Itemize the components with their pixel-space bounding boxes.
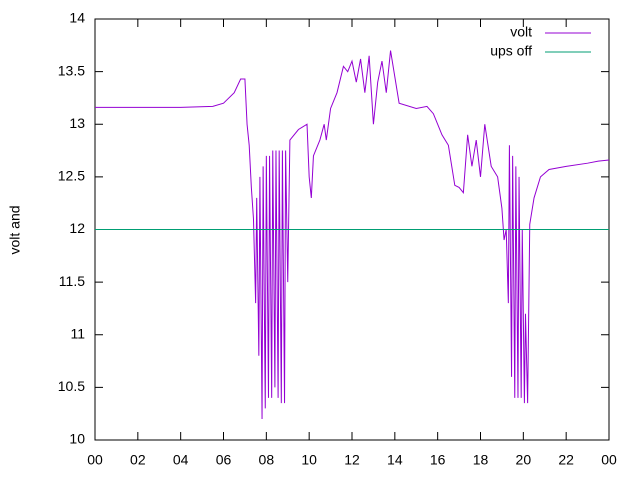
legend-label: volt xyxy=(510,24,532,40)
x-tick-label: 12 xyxy=(344,452,360,468)
y-tick-label: 12.5 xyxy=(58,168,85,184)
y-tick-label: 13.5 xyxy=(58,62,85,78)
y-tick-label: 14 xyxy=(69,10,85,26)
x-tick-label: 00 xyxy=(87,452,103,468)
x-tick-label: 02 xyxy=(130,452,146,468)
y-tick-label: 11.5 xyxy=(59,273,85,289)
y-tick-label: 11 xyxy=(70,325,85,341)
y-tick-label: 10.5 xyxy=(58,378,85,394)
x-tick-label: 20 xyxy=(516,452,532,468)
y-tick-label: 10 xyxy=(69,431,85,447)
y-axis-label: volt and xyxy=(7,205,23,254)
x-tick-label: 14 xyxy=(387,452,403,468)
x-tick-label: 04 xyxy=(173,452,189,468)
x-tick-label: 22 xyxy=(558,452,574,468)
y-tick-label: 13 xyxy=(69,115,85,131)
y-tick-label: 12 xyxy=(69,220,85,236)
x-tick-label: 08 xyxy=(259,452,275,468)
x-tick-label: 16 xyxy=(430,452,446,468)
x-tick-label: 18 xyxy=(473,452,489,468)
series-line xyxy=(95,50,610,419)
x-tick-label: 10 xyxy=(301,452,317,468)
legend-label: ups off xyxy=(490,43,532,59)
x-tick-label: 06 xyxy=(216,452,232,468)
x-tick-label: 00 xyxy=(601,452,617,468)
